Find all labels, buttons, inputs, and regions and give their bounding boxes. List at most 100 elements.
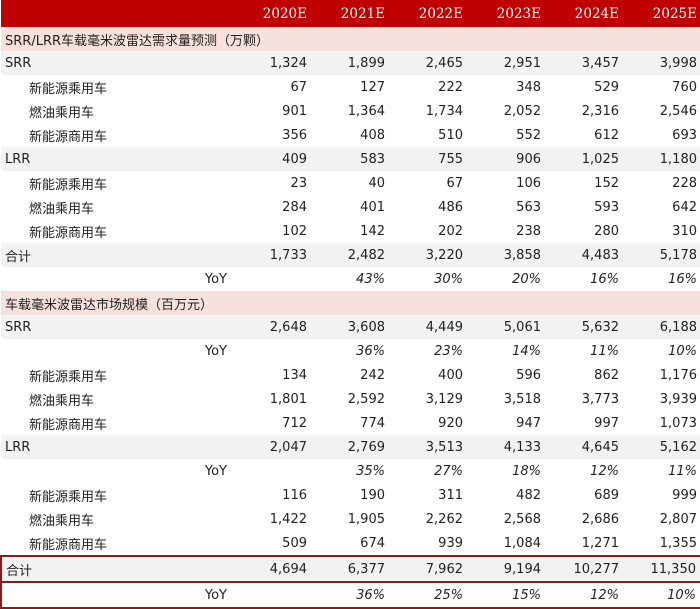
row-label: 新能源商用车 — [29, 129, 108, 145]
value-cell: 920 — [438, 415, 463, 431]
row-label: 合计 — [0, 555, 233, 583]
value-cell: 4,645 — [545, 435, 623, 459]
list-item: 新能源乘用车 134 242 400 596 862 1,176 — [1, 363, 700, 387]
row-label: LRR — [1, 147, 233, 171]
value-cell: 284 — [282, 199, 307, 215]
value-cell: 2,047 — [233, 435, 311, 459]
value-cell: 5,162 — [623, 435, 700, 459]
srr-row: SRR 1,324 1,899 2,465 2,951 3,457 3,998 — [1, 51, 700, 75]
value-cell: 5,061 — [467, 315, 545, 339]
total-row: 合计 1,733 2,482 3,220 3,858 4,483 5,178 — [1, 243, 700, 267]
value-cell: 755 — [389, 147, 467, 171]
value-cell: 202 — [438, 223, 463, 239]
list-item: 燃油乘用车 284 401 486 563 593 642 — [1, 195, 700, 219]
row-label: 燃油乘用车 — [29, 105, 95, 121]
value-cell: 11,350 — [623, 555, 700, 583]
value-cell: 311 — [438, 487, 463, 503]
value-cell: 529 — [594, 79, 619, 95]
header-year: 2024E — [545, 0, 623, 27]
yoy-cell — [233, 582, 311, 609]
value-cell: 1,801 — [269, 391, 307, 407]
value-cell: 901 — [282, 103, 307, 119]
yoy-cell: 20% — [512, 271, 541, 287]
value-cell: 2,052 — [503, 103, 541, 119]
value-cell: 583 — [311, 147, 389, 171]
yoy-cell: 30% — [434, 271, 463, 287]
value-cell: 142 — [360, 223, 385, 239]
list-item: 新能源商用车 102 142 202 238 280 310 — [1, 219, 700, 243]
yoy-cell: 14% — [512, 343, 541, 359]
yoy-cell: 15% — [467, 582, 545, 609]
value-cell: 3,129 — [425, 391, 463, 407]
value-cell: 106 — [516, 175, 541, 191]
value-cell: 4,483 — [545, 243, 623, 267]
value-cell: 4,133 — [467, 435, 545, 459]
list-item: 新能源商用车 712 774 920 947 997 1,073 — [1, 411, 700, 435]
yoy-cell — [233, 267, 311, 291]
value-cell: 6,377 — [311, 555, 389, 583]
value-cell: 1,905 — [347, 511, 385, 527]
lrr-row: LRR 409 583 755 906 1,025 1,180 — [1, 147, 700, 171]
value-cell: 482 — [516, 487, 541, 503]
section-title: SRR/LRR车载毫米波雷达需求量预测（万颗） — [1, 27, 700, 51]
header-year: 2025E — [623, 0, 700, 27]
value-cell: 486 — [438, 199, 463, 215]
row-label: 燃油乘用车 — [29, 201, 95, 217]
value-cell: 563 — [516, 199, 541, 215]
value-cell: 7,962 — [389, 555, 467, 583]
yoy-cell: 25% — [389, 582, 467, 609]
value-cell: 222 — [438, 79, 463, 95]
value-cell: 3,608 — [311, 315, 389, 339]
value-cell: 2,568 — [503, 511, 541, 527]
header-year: 2021E — [311, 0, 389, 27]
value-cell: 596 — [516, 367, 541, 383]
value-cell: 3,939 — [659, 391, 697, 407]
row-label: 新能源乘用车 — [29, 369, 108, 385]
yoy-row: YoY 43% 30% 20% 16% 16% — [1, 267, 700, 291]
row-label: 新能源商用车 — [29, 225, 108, 241]
row-label: SRR — [1, 51, 233, 75]
value-cell: 1,084 — [503, 535, 541, 551]
row-label: YoY — [0, 582, 233, 609]
value-cell: 152 — [594, 175, 619, 191]
value-cell: 997 — [594, 415, 619, 431]
value-cell: 400 — [438, 367, 463, 383]
value-cell: 2,951 — [467, 51, 545, 75]
value-cell: 1,180 — [623, 147, 700, 171]
row-label: YoY — [204, 343, 227, 359]
value-cell: 1,899 — [311, 51, 389, 75]
value-cell: 999 — [672, 487, 697, 503]
value-cell: 4,449 — [389, 315, 467, 339]
list-item: 新能源商用车 356 408 510 552 612 693 — [1, 123, 700, 147]
yoy-row: YoY 36% 23% 14% 11% 10% — [1, 339, 700, 363]
yoy-cell: 36% — [356, 343, 385, 359]
header-row: 2020E 2021E 2022E 2023E 2024E 2025E — [1, 0, 700, 27]
row-label: 新能源乘用车 — [29, 81, 108, 97]
value-cell: 1,733 — [233, 243, 311, 267]
row-label: YoY — [204, 271, 227, 287]
list-item: 燃油乘用车 901 1,364 1,734 2,052 2,316 2,546 — [1, 99, 700, 123]
value-cell: 2,592 — [347, 391, 385, 407]
row-label: 新能源乘用车 — [29, 177, 108, 193]
value-cell: 593 — [594, 199, 619, 215]
value-cell: 242 — [360, 367, 385, 383]
value-cell: 409 — [233, 147, 311, 171]
list-item: 燃油乘用车 1,801 2,592 3,129 3,518 3,773 3,939 — [1, 387, 700, 411]
value-cell: 760 — [672, 79, 697, 95]
row-label: 新能源商用车 — [29, 537, 108, 553]
row-label: 燃油乘用车 — [29, 393, 95, 409]
value-cell: 238 — [516, 223, 541, 239]
value-cell: 3,457 — [545, 51, 623, 75]
value-cell: 862 — [594, 367, 619, 383]
value-cell: 1,073 — [659, 415, 697, 431]
list-item: 新能源乘用车 23 40 67 106 152 228 — [1, 171, 700, 195]
value-cell: 356 — [282, 127, 307, 143]
value-cell: 3,858 — [467, 243, 545, 267]
value-cell: 5,178 — [623, 243, 700, 267]
value-cell: 1,734 — [425, 103, 463, 119]
value-cell: 693 — [672, 127, 697, 143]
lrr-row: LRR 2,047 2,769 3,513 4,133 4,645 5,162 — [1, 435, 700, 459]
value-cell: 348 — [516, 79, 541, 95]
value-cell: 689 — [594, 487, 619, 503]
